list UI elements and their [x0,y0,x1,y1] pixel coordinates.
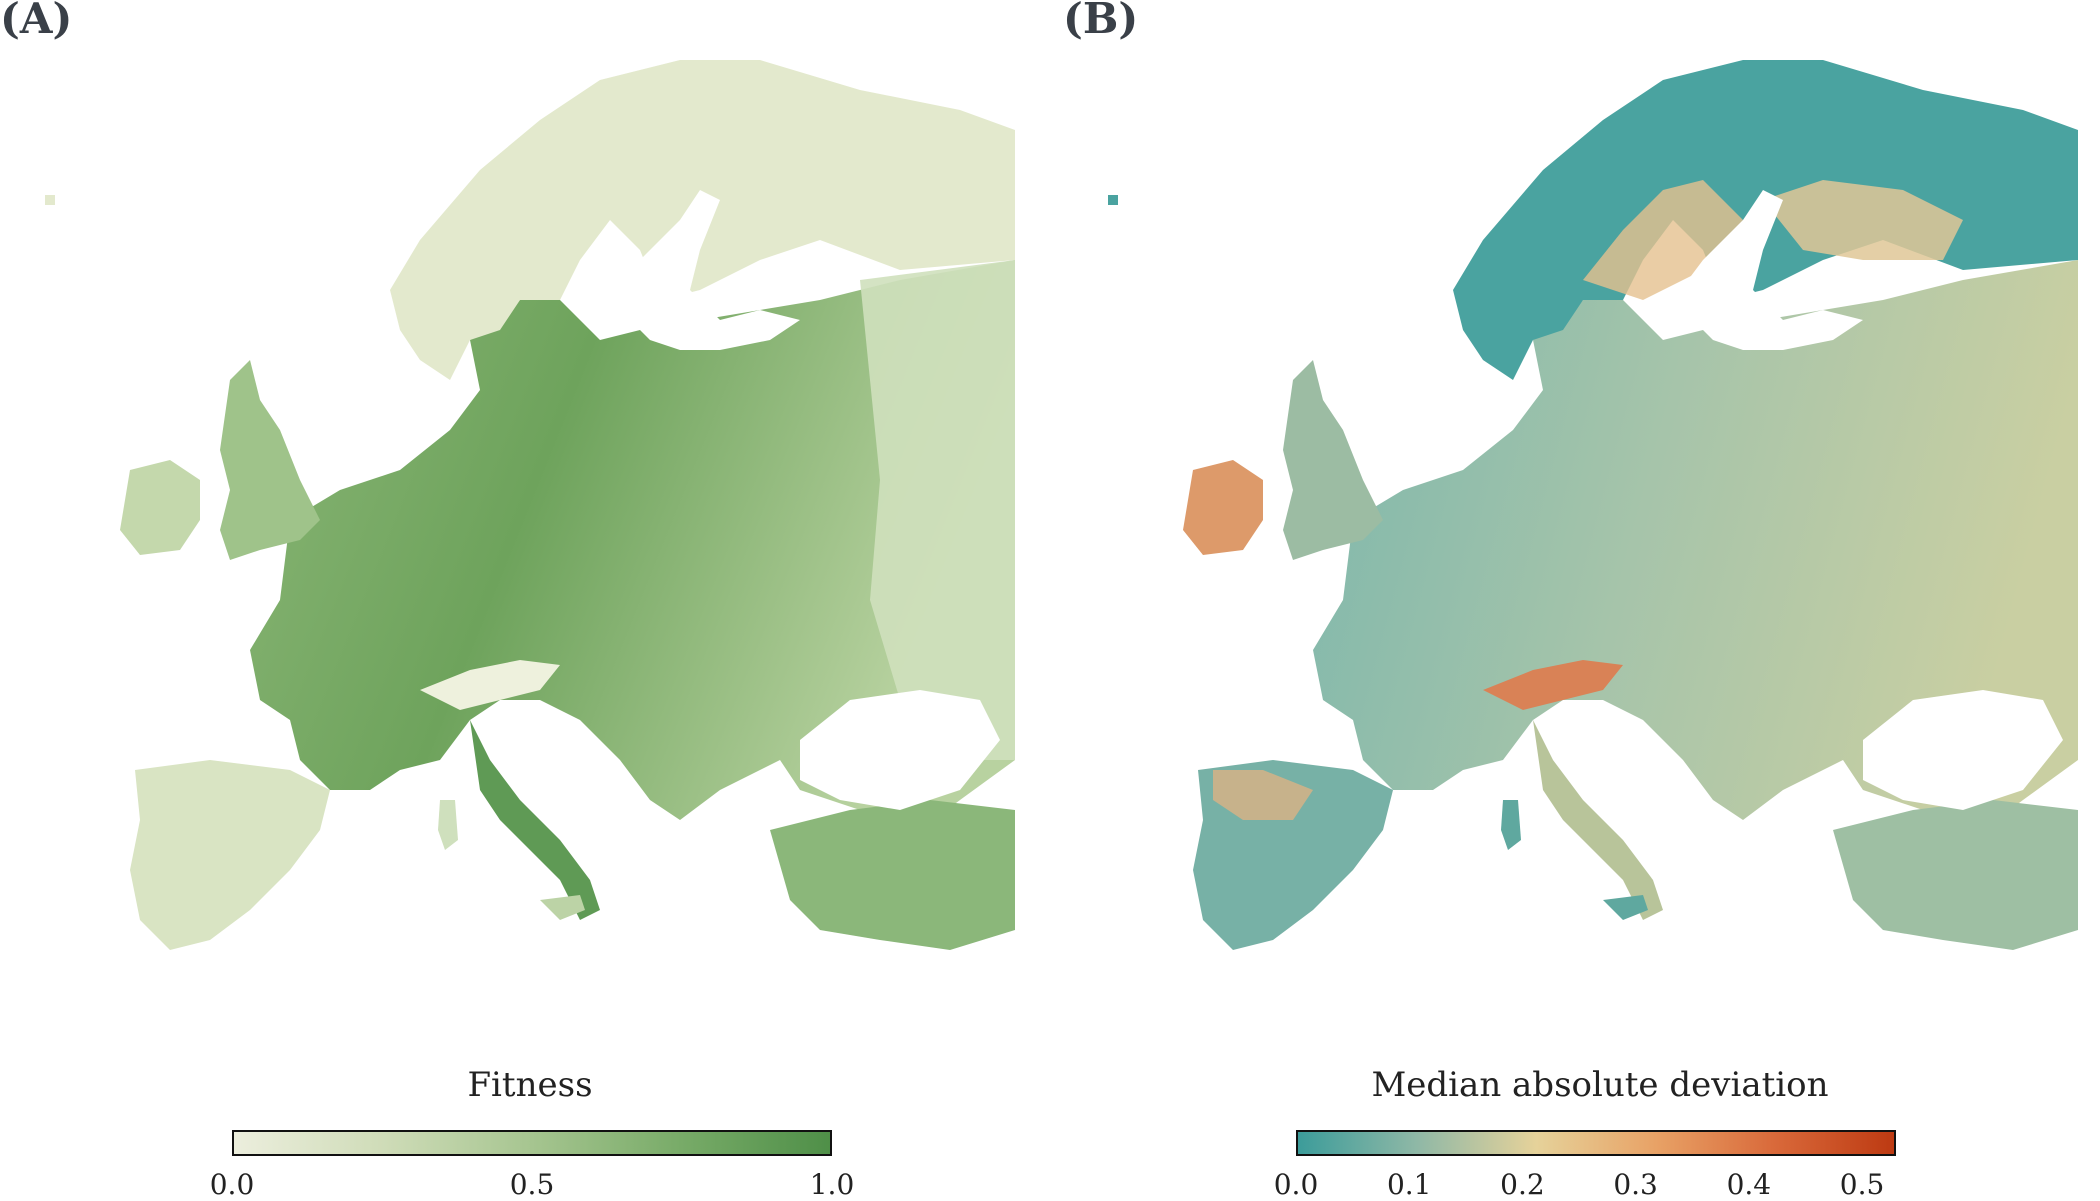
fitness-land [45,60,1015,950]
colorbar-deviation [1296,1130,1896,1156]
alps-hot-b [1483,660,1623,710]
britain-shape-a [220,360,320,560]
italy-shape-a [470,720,600,920]
baltic-sea-b [1673,190,1863,350]
iceland-dot-b [1108,195,1118,205]
colorbar-tick-label: 0.2 [1500,1168,1545,1201]
panel-b-label: (B) [1063,0,1139,43]
colorbar-tick-label: 0.3 [1613,1168,1658,1201]
fitness-map [45,60,1015,950]
deviation-map [1108,60,2078,950]
colorbar-tick-label: 0.1 [1386,1168,1432,1201]
colorbar-tick-label: 0.0 [1273,1168,1319,1201]
baltic-sea-a [610,190,800,350]
sardinia-a [438,800,458,850]
colorbar-tick-label: 0.0 [209,1168,255,1201]
ireland-shape-a [120,460,200,555]
colorbar-tick-label: 0.5 [1839,1168,1885,1201]
sardinia-b [1501,800,1521,850]
britain-shape-b [1283,360,1383,560]
finland-warm-b [1763,180,1963,260]
turkey-shape-a [770,800,1015,950]
east-band-a [860,260,1015,760]
iberia-warm-b [1213,770,1313,820]
black-sea-a [800,690,1000,810]
panel-a-label: (A) [0,0,73,43]
black-sea-b [1863,690,2063,810]
sicily-b [1603,895,1648,920]
colorbar-tick-label: 0.5 [509,1168,555,1201]
alps-band-a [420,660,560,710]
colorbar-tick-label: 0.4 [1726,1168,1772,1201]
colorbar-tick-label: 1.0 [809,1168,855,1201]
deviation-land [1108,60,2078,950]
italy-shape-b [1533,720,1663,920]
turkey-shape-b [1833,800,2078,950]
legend-title-deviation: Median absolute deviation [1371,1065,1829,1105]
iceland-dot-a [45,195,55,205]
sicily-a [540,895,585,920]
legend-title-fitness: Fitness [467,1065,593,1105]
ireland-shape-b [1183,460,1263,555]
colorbar-fitness [232,1130,832,1156]
iberia-shape-a [130,760,330,950]
